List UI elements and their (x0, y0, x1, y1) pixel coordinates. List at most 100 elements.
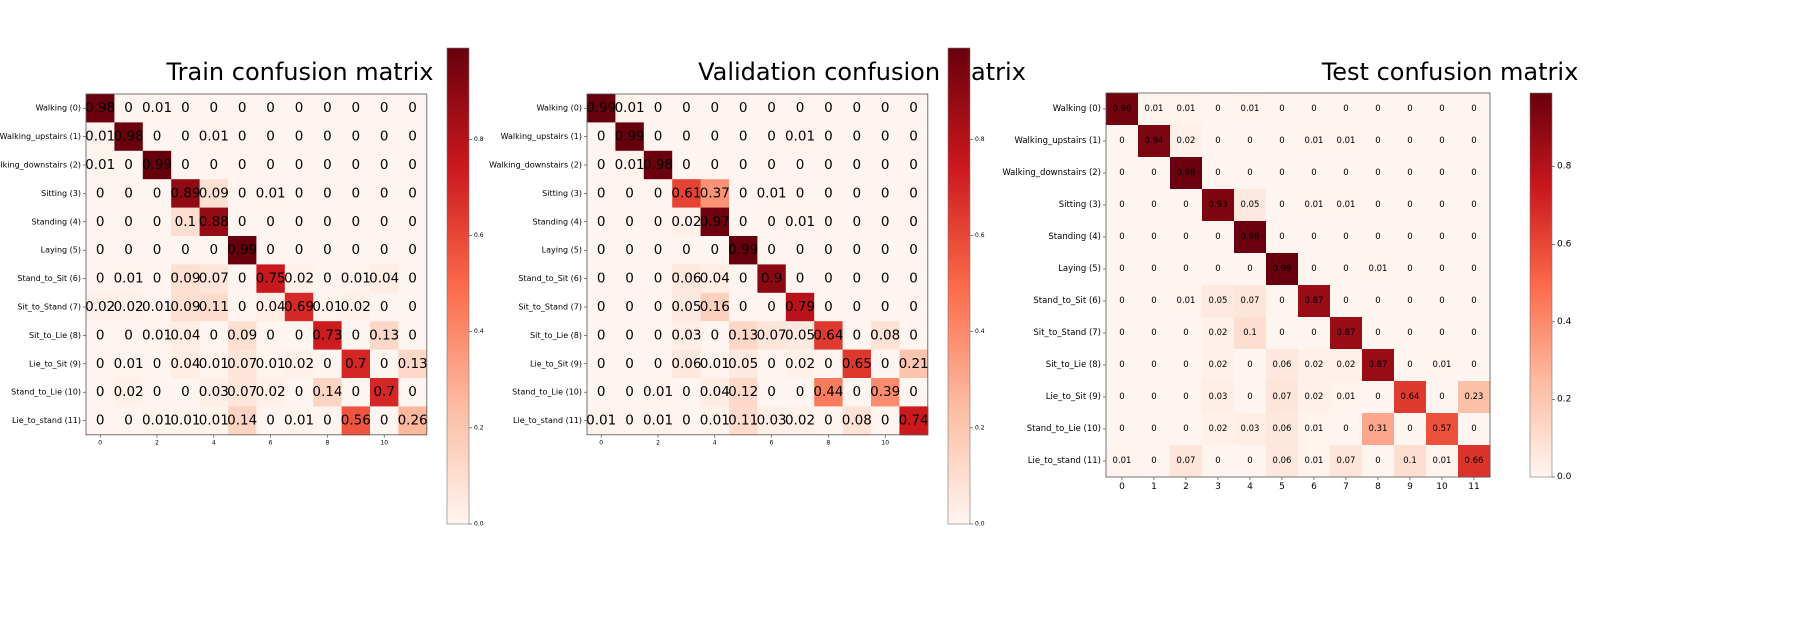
cell-value-label: 0 (1183, 200, 1188, 210)
cell-value-label: 0 (1375, 296, 1380, 306)
heatmap-cell (313, 406, 343, 436)
cell-value-label: 0 (909, 129, 918, 145)
cell-value-label: 0.87 (1337, 328, 1356, 338)
cell-value-label: 0 (1439, 296, 1444, 306)
cell-value-label: 0.01 (700, 413, 730, 429)
cell-value-label: 0.1 (175, 214, 196, 230)
heatmap-cell (757, 378, 787, 407)
cell-value-label: 0 (210, 242, 219, 258)
heatmap-cell (757, 122, 787, 152)
heatmap-cell (199, 94, 229, 123)
cell-value-label: 0 (1279, 328, 1284, 338)
cell-value-label: 0 (909, 384, 918, 400)
heatmap-cell (228, 292, 257, 322)
cell-value-label: 0.87 (1369, 360, 1388, 370)
heatmap-cell (587, 406, 616, 436)
heatmap-cell (313, 150, 343, 180)
cell-value-label: 0.57 (1433, 424, 1452, 434)
cell-value-label: 0 (597, 242, 606, 258)
cell-value-label: 0 (153, 129, 162, 145)
heatmap-cell (228, 321, 257, 351)
cell-value-label: 0 (1311, 264, 1316, 274)
cell-value-label: 0 (796, 384, 805, 400)
cell-value-label: 0 (1375, 200, 1380, 210)
heatmap-cell (672, 122, 702, 152)
heatmap-cell (587, 321, 616, 351)
heatmap-cell (313, 321, 343, 351)
y-tick-label: Walking_downstairs (2) (0, 161, 81, 170)
x-tick-label: 10 (881, 440, 889, 447)
cell-value-label: 0 (153, 271, 162, 287)
cell-value-label: 0 (1215, 456, 1220, 466)
chart-title: Train confusion matrix (166, 58, 434, 86)
cell-value-label: 0 (853, 157, 862, 173)
heatmap-cell (370, 150, 399, 180)
cell-value-label: 0.61 (671, 185, 701, 201)
heatmap-cell (757, 207, 787, 237)
heatmap-cell (814, 321, 844, 351)
cell-value-label: 0.96 (1113, 104, 1132, 114)
cell-value-label: 0 (597, 271, 606, 287)
cell-value-label: 0 (1407, 360, 1412, 370)
cell-value-label: 0 (767, 356, 776, 372)
heatmap-cell (785, 94, 815, 123)
heatmap-cell (757, 406, 787, 436)
cell-value-label: 0 (711, 242, 720, 258)
cell-value-label: 0 (597, 157, 606, 173)
cell-value-label: 0 (1439, 200, 1444, 210)
cell-value-label: 0 (824, 356, 833, 372)
heatmap-cell (785, 349, 815, 379)
colorbar-tick-label: 0.8 (474, 136, 484, 143)
cell-value-label: 0 (853, 327, 862, 343)
heatmap-cell (1170, 253, 1203, 286)
cell-value-label: 0 (1375, 232, 1380, 242)
cell-value-label: 0 (654, 242, 663, 258)
cell-value-label: 0 (1151, 200, 1156, 210)
heatmap-cell (1458, 221, 1491, 254)
plot-frame (1105, 92, 1491, 478)
heatmap-cell (284, 406, 314, 436)
cell-value-label: 0.99 (615, 129, 645, 145)
heatmap-cell (615, 150, 645, 180)
heatmap-cell (587, 94, 616, 123)
heatmap-cell (256, 179, 286, 209)
cell-value-label: 0.01 (615, 157, 645, 173)
heatmap-cell (1426, 413, 1459, 446)
y-tick-label: Sit_to_Stand (7) (1033, 328, 1101, 338)
cell-value-label: 0.98 (85, 100, 115, 116)
heatmap-cell (814, 150, 844, 180)
heatmap-cell (1362, 445, 1395, 478)
heatmap-cell (341, 378, 371, 407)
heatmap-cell (114, 406, 144, 436)
cell-value-label: 0 (380, 242, 389, 258)
cell-value-label: 0.01 (142, 100, 172, 116)
x-tick-label: 6 (770, 440, 774, 447)
cell-value-label: 0.05 (728, 356, 758, 372)
cell-value-label: 0 (739, 271, 748, 287)
cell-value-label: 0 (352, 100, 361, 116)
heatmap-cell (199, 207, 229, 237)
heatmap-cell (86, 292, 115, 322)
heatmap-cell (814, 349, 844, 379)
cell-value-label: 0 (1407, 104, 1412, 114)
cell-value-label: 0.01 (1305, 424, 1324, 434)
cell-value-label: 0 (96, 356, 105, 372)
cell-value-label: 0.26 (398, 413, 428, 429)
heatmap-cell (86, 406, 115, 436)
heatmap-cell (171, 321, 201, 351)
colorbar-tick-label: 0.2 (474, 424, 484, 431)
heatmap-cell (814, 94, 844, 123)
cell-value-label: 0 (1119, 360, 1124, 370)
heatmap-cell (1234, 253, 1267, 286)
heatmap-cell (1266, 381, 1299, 414)
cell-value-label: 0 (1151, 296, 1156, 306)
cell-value-label: 0 (295, 157, 304, 173)
cell-value-label: 0.98 (114, 129, 144, 145)
heatmap-cell (114, 321, 144, 351)
heatmap-cell (142, 207, 172, 237)
y-tick-label: Laying (5) (542, 246, 582, 255)
x-tick-label: 0 (599, 440, 603, 447)
cell-value-label: 0 (295, 100, 304, 116)
heatmap-cell (672, 349, 702, 379)
cell-value-label: 0 (739, 299, 748, 315)
